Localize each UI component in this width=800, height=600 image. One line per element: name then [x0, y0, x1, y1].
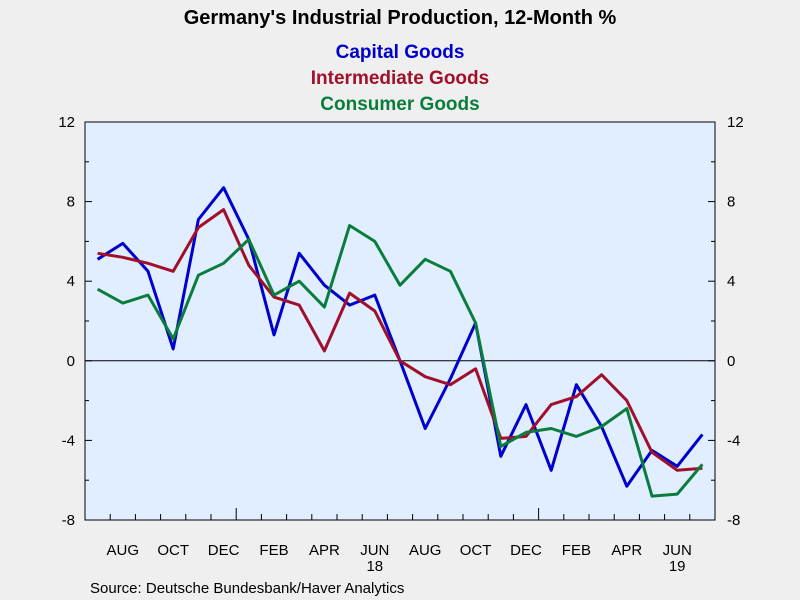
- x-tick-label: JUN: [360, 542, 389, 559]
- x-tick-label: AUG: [409, 542, 442, 559]
- x-year-label: 19: [669, 558, 686, 575]
- y-tick-label-right: 4: [727, 273, 735, 290]
- series-line-intermediate-goods: [97, 208, 703, 472]
- source-note: Source: Deutsche Bundesbank/Haver Analyt…: [90, 580, 404, 597]
- series-lines: [96, 186, 704, 498]
- y-axis-right: 12 8 4 0 -4 -8: [727, 114, 744, 529]
- legend: Capital Goods Intermediate Goods Consume…: [311, 42, 489, 115]
- x-tick-label: AUG: [107, 542, 140, 559]
- x-tick-label: APR: [309, 542, 340, 559]
- y-tick-label-right: -4: [727, 432, 740, 449]
- y-tick-label-right: 8: [727, 194, 735, 211]
- y-tick-label-right: 12: [727, 114, 744, 131]
- y-tick-label-right: -8: [727, 512, 740, 529]
- y-axis-left: 12 8 4 0 -4 -8: [58, 114, 75, 529]
- chart-title: Germany's Industrial Production, 12-Mont…: [184, 7, 617, 29]
- y-tick-label-left: 4: [67, 273, 75, 290]
- x-tick-label: JUN: [663, 542, 692, 559]
- legend-intermediate-goods: Intermediate Goods: [311, 68, 489, 89]
- y-tick-label-left: 12: [58, 114, 75, 131]
- y-tick-label-left: 8: [67, 194, 75, 211]
- x-tick-label: APR: [611, 542, 642, 559]
- x-tick-label: OCT: [460, 542, 492, 559]
- x-tick-label: FEB: [259, 542, 288, 559]
- x-tick-label: DEC: [510, 542, 542, 559]
- plot-area: [84, 121, 716, 521]
- x-tick-label: OCT: [157, 542, 189, 559]
- x-tick-label: DEC: [208, 542, 240, 559]
- y-tick-label-right: 0: [727, 353, 735, 370]
- legend-consumer-goods: Consumer Goods: [320, 94, 479, 115]
- y-tick-label-left: -4: [62, 432, 75, 449]
- legend-capital-goods: Capital Goods: [336, 42, 465, 63]
- y-tick-label-left: -8: [62, 512, 75, 529]
- series-line-consumer-goods: [96, 224, 704, 498]
- x-tick-label: FEB: [562, 542, 591, 559]
- x-year-label: 18: [366, 558, 383, 575]
- y-tick-label-left: 0: [67, 353, 75, 370]
